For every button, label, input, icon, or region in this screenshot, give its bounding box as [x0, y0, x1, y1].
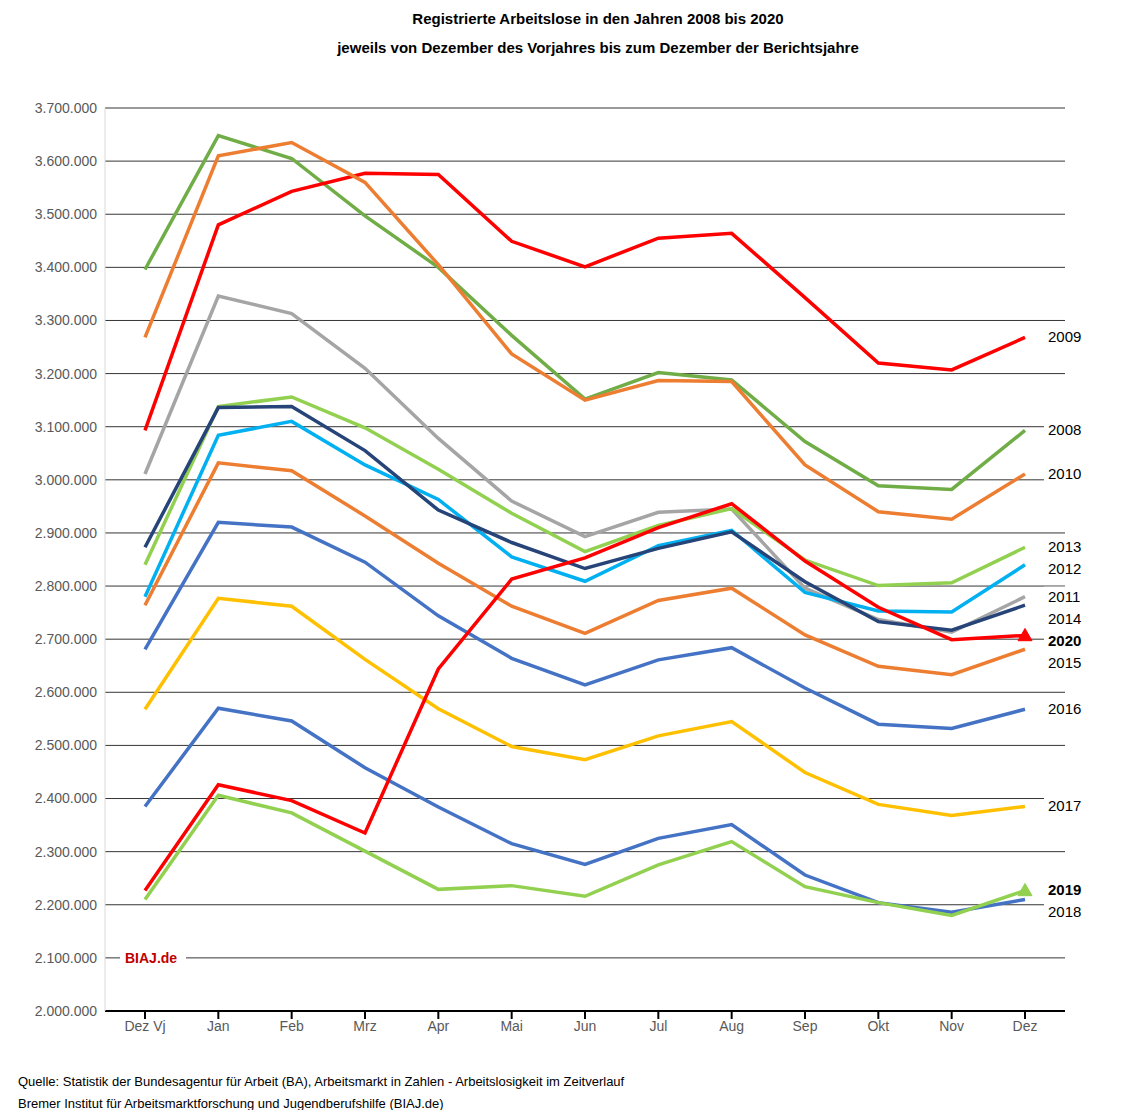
svg-text:2.600.000: 2.600.000 — [35, 684, 97, 700]
svg-text:2.900.000: 2.900.000 — [35, 525, 97, 541]
svg-text:Mai: Mai — [500, 1018, 523, 1034]
svg-text:2010: 2010 — [1048, 465, 1081, 482]
svg-text:2020: 2020 — [1048, 632, 1081, 649]
svg-text:2.400.000: 2.400.000 — [35, 790, 97, 806]
svg-text:Sep: Sep — [793, 1018, 818, 1034]
svg-text:2.200.000: 2.200.000 — [35, 897, 97, 913]
svg-text:3.600.000: 3.600.000 — [35, 153, 97, 169]
svg-text:2012: 2012 — [1048, 560, 1081, 577]
svg-text:2018: 2018 — [1048, 903, 1081, 920]
html-text:Registrierte Arbeitslose in de: Registrierte Arbeitslose in den Jahren 2… — [412, 10, 784, 27]
svg-text:3.000.000: 3.000.000 — [35, 472, 97, 488]
svg-text:Mrz: Mrz — [353, 1018, 376, 1034]
svg-text:2.100.000: 2.100.000 — [35, 950, 97, 966]
svg-text:2011: 2011 — [1048, 588, 1080, 605]
svg-text:2014: 2014 — [1048, 610, 1081, 627]
svg-text:Nov: Nov — [939, 1018, 964, 1034]
svg-text:BIAJ.de: BIAJ.de — [125, 950, 177, 966]
svg-text:3.400.000: 3.400.000 — [35, 259, 97, 275]
svg-text:2015: 2015 — [1048, 654, 1081, 671]
svg-text:2013: 2013 — [1048, 538, 1081, 555]
svg-text:2019: 2019 — [1048, 881, 1081, 898]
svg-text:2017: 2017 — [1048, 797, 1081, 814]
svg-text:2.300.000: 2.300.000 — [35, 844, 97, 860]
html-text:jeweils von Dezember des Vorja: jeweils von Dezember des Vorjahres bis z… — [337, 39, 859, 56]
svg-text:3.500.000: 3.500.000 — [35, 206, 97, 222]
svg-text:Aug: Aug — [719, 1018, 744, 1034]
svg-text:Okt: Okt — [867, 1018, 889, 1034]
svg-text:3.300.000: 3.300.000 — [35, 312, 97, 328]
svg-text:Jan: Jan — [207, 1018, 230, 1034]
svg-text:3.700.000: 3.700.000 — [35, 100, 97, 116]
svg-text:Dez Vj: Dez Vj — [124, 1018, 165, 1034]
svg-text:2.000.000: 2.000.000 — [35, 1003, 97, 1019]
html-text:Quelle: Statistik der Bundesag: Quelle: Statistik der Bundesagentur für … — [18, 1074, 625, 1089]
svg-text:Dez: Dez — [1013, 1018, 1038, 1034]
svg-text:Feb: Feb — [280, 1018, 304, 1034]
svg-text:2.500.000: 2.500.000 — [35, 737, 97, 753]
html-text:Bremer Institut für Arbeitsmar: Bremer Institut für Arbeitsmarktforschun… — [18, 1096, 444, 1111]
svg-text:2009: 2009 — [1048, 328, 1081, 345]
svg-text:Apr: Apr — [427, 1018, 449, 1034]
svg-text:2.700.000: 2.700.000 — [35, 631, 97, 647]
svg-text:3.100.000: 3.100.000 — [35, 419, 97, 435]
svg-text:Jun: Jun — [574, 1018, 597, 1034]
svg-text:2008: 2008 — [1048, 421, 1081, 438]
svg-text:2.800.000: 2.800.000 — [35, 578, 97, 594]
svg-text:3.200.000: 3.200.000 — [35, 366, 97, 382]
svg-text:2016: 2016 — [1048, 700, 1081, 717]
svg-text:Jul: Jul — [649, 1018, 667, 1034]
